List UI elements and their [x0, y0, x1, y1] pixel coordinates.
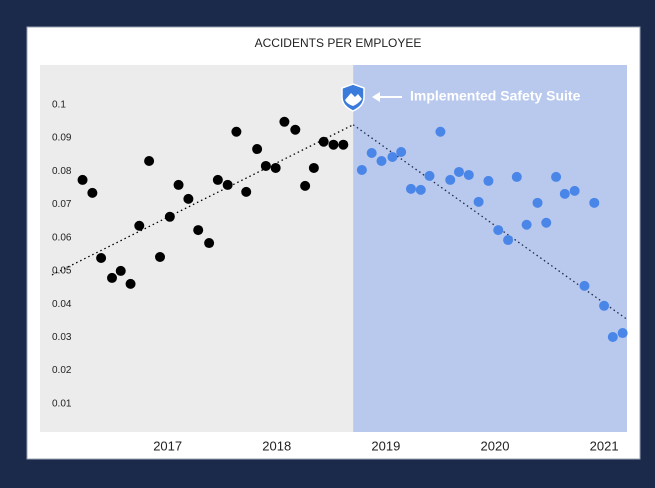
data-point [376, 155, 387, 166]
data-point [77, 174, 88, 185]
data-point [532, 197, 543, 208]
data-point [134, 220, 145, 231]
y-tick-label: 0.09 [52, 133, 72, 144]
data-point [222, 179, 233, 190]
data-point [551, 171, 562, 182]
y-tick-label: 0.01 [52, 398, 72, 409]
data-point [569, 185, 580, 196]
data-point [270, 162, 281, 173]
data-point [164, 211, 175, 222]
y-tick-label: 0.02 [52, 365, 72, 376]
data-point [607, 332, 618, 343]
data-point [387, 152, 398, 163]
data-point [183, 193, 194, 204]
data-point [453, 166, 464, 177]
trend-line [51, 124, 354, 276]
data-point [96, 252, 107, 263]
data-point [424, 170, 435, 181]
y-tick-label: 0.04 [52, 299, 72, 310]
data-point [405, 183, 416, 194]
data-point [617, 328, 628, 339]
data-point [173, 179, 184, 190]
data-point [493, 225, 504, 236]
data-point [473, 196, 484, 207]
x-tick-label: 2019 [371, 438, 400, 453]
data-point [589, 197, 600, 208]
before-region [40, 65, 354, 432]
y-tick-label: 0.1 [52, 99, 66, 110]
y-tick-label: 0.03 [52, 332, 72, 343]
data-point [511, 171, 522, 182]
data-point [541, 217, 552, 228]
after-region [353, 65, 627, 432]
data-point [579, 280, 590, 291]
x-tick-label: 2021 [590, 438, 619, 453]
data-point [231, 126, 242, 137]
annotation: Implemented Safety Suite [410, 88, 581, 104]
data-point [318, 136, 329, 147]
y-tick-label: 0.05 [52, 266, 72, 277]
data-point [599, 300, 610, 311]
data-point [463, 169, 474, 180]
data-point [521, 219, 532, 230]
data-point [204, 238, 215, 249]
data-point [503, 235, 514, 246]
data-point [483, 175, 494, 186]
annotation-arrowhead [372, 92, 380, 102]
data-point [415, 184, 426, 195]
data-point [308, 162, 319, 173]
data-point [366, 148, 377, 159]
data-point [435, 126, 446, 137]
data-point [300, 180, 311, 191]
shield-icon [341, 83, 365, 112]
data-point [212, 174, 223, 185]
data-point [107, 272, 118, 283]
chart-title: ACCIDENTS PER EMPLOYEE [255, 36, 422, 50]
data-point [396, 147, 407, 158]
data-point [290, 124, 301, 135]
data-point [260, 160, 271, 171]
data-point [356, 164, 367, 175]
y-tick-label: 0.08 [52, 166, 72, 177]
data-point [252, 144, 263, 155]
data-point [115, 265, 126, 276]
data-point [125, 278, 136, 289]
data-point [559, 188, 570, 199]
data-point [144, 155, 155, 166]
x-tick-label: 2017 [153, 438, 182, 453]
y-tick-label: 0.06 [52, 232, 72, 243]
data-point [445, 174, 456, 185]
y-tick-label: 0.07 [52, 199, 72, 210]
x-tick-label: 2018 [262, 438, 291, 453]
data-point [279, 116, 290, 127]
data-point [193, 225, 204, 236]
data-point [241, 186, 252, 197]
x-tick-label: 2020 [481, 438, 510, 453]
data-point [338, 139, 349, 150]
data-point [155, 251, 166, 262]
data-point [87, 187, 98, 198]
data-point [328, 139, 339, 150]
